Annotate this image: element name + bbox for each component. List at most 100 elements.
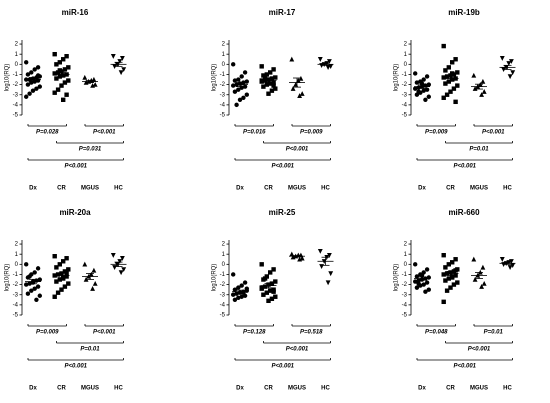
x-tick-label: Dx xyxy=(29,386,37,392)
point xyxy=(480,78,486,84)
point xyxy=(441,272,446,277)
point xyxy=(479,92,485,97)
x-tick-label: HC xyxy=(503,186,512,192)
y-axis-label: log10(RQ) xyxy=(5,264,11,292)
y-axis-label: log10(RQ) xyxy=(5,64,11,92)
point xyxy=(326,253,332,258)
point xyxy=(455,280,460,285)
p-value: P<0.001 xyxy=(271,164,294,170)
point xyxy=(237,97,243,102)
point xyxy=(82,261,88,267)
point xyxy=(266,91,271,96)
y-tick-label: -4 xyxy=(13,302,19,308)
point xyxy=(506,61,512,66)
y-tick-label: -1 xyxy=(220,272,226,278)
point xyxy=(30,88,36,93)
x-tick-label: MGUS xyxy=(81,386,99,392)
point xyxy=(259,262,264,267)
point xyxy=(27,91,32,96)
x-tick-label: HC xyxy=(114,386,123,392)
point xyxy=(472,86,478,91)
point xyxy=(446,65,451,70)
x-tick-label: CR xyxy=(264,386,273,392)
point xyxy=(37,84,42,89)
point xyxy=(232,287,238,292)
x-tick-label: CR xyxy=(446,386,455,392)
y-tick-label: 0 xyxy=(15,62,19,68)
point xyxy=(121,67,127,73)
point xyxy=(508,59,514,64)
point xyxy=(90,82,96,88)
point xyxy=(236,87,241,92)
point xyxy=(242,280,248,285)
point xyxy=(507,74,513,80)
p-value: P=0.016 xyxy=(243,130,266,136)
point xyxy=(92,280,98,286)
x-tick-label: Dx xyxy=(236,386,244,392)
point xyxy=(419,273,425,278)
panel-title: miR-19b xyxy=(448,8,480,17)
point xyxy=(244,79,249,84)
point xyxy=(64,256,69,261)
point xyxy=(450,77,455,82)
p-value: P<0.001 xyxy=(453,364,476,370)
point xyxy=(416,281,421,286)
x-tick-label: CR xyxy=(446,186,455,192)
point xyxy=(317,57,323,62)
point xyxy=(32,286,37,291)
point xyxy=(481,280,487,286)
x-tick-label: Dx xyxy=(236,186,244,192)
y-tick-label: 0 xyxy=(222,262,226,268)
x-tick-label: CR xyxy=(57,386,66,392)
x-tick-label: MGUS xyxy=(470,186,488,192)
y-tick-label: -2 xyxy=(13,82,19,88)
point xyxy=(297,93,303,98)
panel-title: miR-16 xyxy=(62,8,89,17)
point xyxy=(507,265,513,271)
point xyxy=(453,257,458,262)
point xyxy=(52,294,57,299)
y-tick-label: -4 xyxy=(220,102,226,108)
point xyxy=(52,71,57,76)
p-value: P=0.009 xyxy=(425,130,448,136)
point xyxy=(446,262,451,267)
point xyxy=(239,283,244,288)
y-tick-label: -3 xyxy=(13,92,19,98)
point xyxy=(271,267,276,272)
y-tick-label: -5 xyxy=(13,313,19,319)
y-tick-label: 2 xyxy=(404,42,408,48)
point xyxy=(455,70,460,75)
point xyxy=(471,72,477,78)
point xyxy=(299,255,305,261)
point xyxy=(61,73,66,78)
point xyxy=(424,280,430,285)
point xyxy=(413,71,418,76)
point xyxy=(55,272,61,277)
point xyxy=(481,89,487,94)
point xyxy=(414,80,420,85)
point xyxy=(424,267,430,272)
point xyxy=(24,262,29,267)
point xyxy=(25,82,31,87)
p-value: P<0.001 xyxy=(482,130,505,136)
point xyxy=(62,80,68,85)
y-tick-label: -1 xyxy=(13,72,19,78)
y-tick-label: -2 xyxy=(220,282,226,288)
p-value: P=0.518 xyxy=(300,330,323,336)
point xyxy=(236,77,241,82)
point xyxy=(117,59,123,64)
point xyxy=(426,94,431,99)
y-tick-label: -5 xyxy=(402,313,408,319)
point xyxy=(119,56,125,61)
point xyxy=(499,257,505,262)
y-tick-label: -2 xyxy=(402,82,408,88)
point xyxy=(441,43,446,49)
point xyxy=(118,270,124,276)
point xyxy=(262,74,268,79)
point xyxy=(52,254,57,259)
point xyxy=(82,74,88,80)
panel-title: miR-17 xyxy=(269,8,296,17)
p-value: P<0.001 xyxy=(93,130,116,136)
x-tick-label: Dx xyxy=(418,186,426,192)
